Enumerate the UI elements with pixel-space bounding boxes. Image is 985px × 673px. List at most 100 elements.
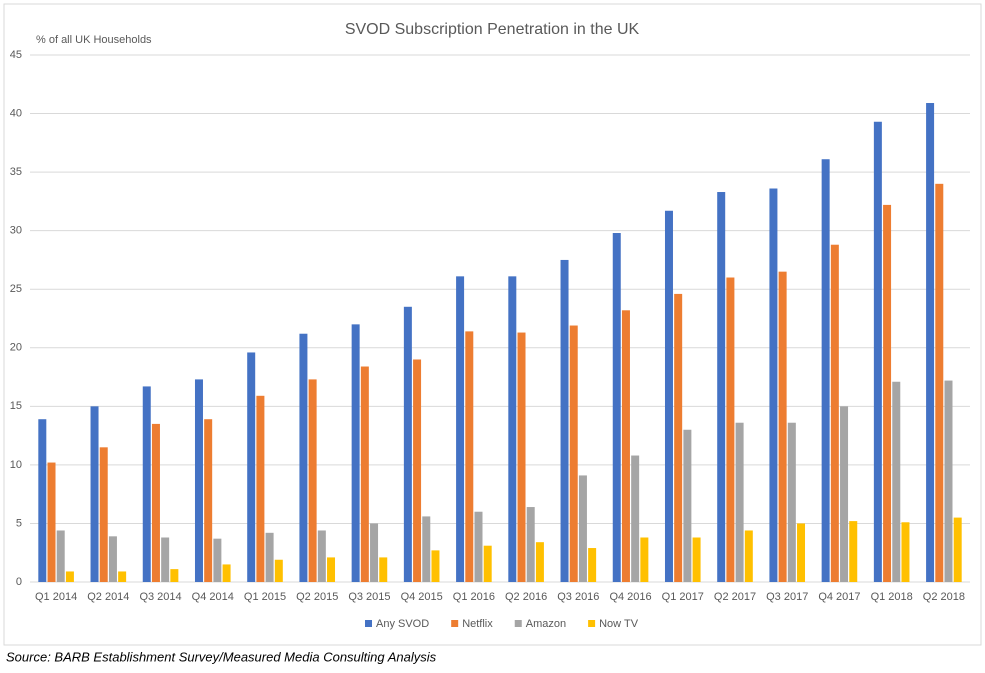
bar	[717, 192, 726, 582]
bar	[327, 557, 336, 582]
bar	[308, 379, 317, 582]
bar	[508, 276, 517, 582]
bar	[778, 271, 787, 582]
x-tick-label: Q4 2017	[818, 591, 860, 603]
bar	[849, 521, 858, 582]
legend-label: Now TV	[599, 618, 639, 630]
bar	[456, 276, 465, 582]
y-tick-label: 30	[10, 225, 22, 237]
x-tick-label: Q2 2014	[87, 591, 129, 603]
bar	[142, 386, 151, 582]
bar	[926, 103, 935, 582]
bar	[483, 545, 492, 582]
bar	[247, 352, 256, 582]
x-tick-label: Q2 2016	[505, 591, 547, 603]
bar	[517, 332, 526, 582]
bar	[274, 559, 283, 582]
bar	[413, 359, 422, 582]
y-tick-label: 40	[10, 107, 22, 119]
bar	[631, 455, 640, 582]
x-tick-label: Q4 2016	[609, 591, 651, 603]
y-tick-label: 45	[10, 49, 22, 61]
y-tick-label: 10	[10, 459, 22, 471]
y-tick-label: 5	[16, 517, 22, 529]
bar	[194, 379, 203, 582]
bar	[474, 511, 483, 582]
x-tick-label: Q3 2016	[557, 591, 599, 603]
x-tick-label: Q3 2014	[139, 591, 181, 603]
y-tick-label: 20	[10, 342, 22, 354]
bar	[360, 366, 369, 582]
x-tick-label: Q1 2018	[871, 591, 913, 603]
legend-swatch	[588, 620, 596, 627]
bar	[726, 277, 735, 582]
x-tick-label: Q2 2015	[296, 591, 338, 603]
bar	[99, 447, 108, 582]
x-tick-label: Q4 2015	[401, 591, 443, 603]
bar	[222, 564, 231, 582]
legend-swatch	[365, 620, 372, 627]
bar	[256, 395, 265, 582]
bar	[692, 537, 701, 582]
bar	[901, 522, 910, 582]
bar	[873, 121, 882, 583]
bar	[403, 306, 412, 582]
x-tick-label: Q3 2017	[766, 591, 808, 603]
bar	[38, 419, 47, 582]
bar	[422, 516, 431, 582]
y-tick-label: 35	[10, 166, 22, 178]
bar	[370, 523, 379, 582]
bar	[118, 571, 127, 582]
bar	[151, 423, 160, 582]
y-tick-label: 25	[10, 283, 22, 295]
bar	[621, 310, 630, 582]
legend-swatch	[451, 620, 459, 627]
bar	[953, 517, 962, 582]
x-tick-label: Q2 2018	[923, 591, 965, 603]
legend-label: Amazon	[526, 618, 566, 630]
bar	[265, 532, 274, 582]
bar	[465, 331, 474, 582]
x-tick-label: Q1 2015	[244, 591, 286, 603]
x-tick-label: Q3 2015	[348, 591, 390, 603]
bar	[935, 183, 944, 583]
bar	[892, 381, 901, 582]
bar	[56, 530, 65, 582]
bar	[431, 550, 440, 582]
chart-title: SVOD Subscription Penetration in the UK	[345, 21, 640, 38]
x-tick-label: Q1 2017	[662, 591, 704, 603]
x-tick-label: Q1 2014	[35, 591, 77, 603]
bar	[47, 462, 56, 582]
x-tick-label: Q2 2017	[714, 591, 756, 603]
bar	[161, 537, 170, 582]
bar	[90, 406, 99, 582]
bar	[683, 429, 692, 582]
bar	[735, 422, 744, 582]
bar	[578, 475, 587, 582]
bar	[317, 530, 326, 582]
legend-swatch	[514, 620, 522, 627]
legend-label: Any SVOD	[376, 618, 429, 630]
bar	[883, 204, 892, 582]
bar	[569, 325, 578, 582]
bar	[944, 380, 953, 582]
bar	[744, 530, 753, 582]
bar	[674, 293, 683, 582]
bar	[213, 538, 222, 582]
bar	[560, 259, 569, 582]
bar	[821, 159, 830, 582]
bar	[769, 188, 778, 583]
legend-label: Netflix	[462, 618, 493, 630]
bar	[535, 542, 544, 582]
y-tick-label: 0	[16, 576, 22, 588]
bar	[664, 210, 673, 582]
bar	[640, 537, 649, 582]
bar	[204, 419, 213, 582]
bar	[797, 523, 806, 582]
bar	[588, 548, 597, 582]
bar	[379, 557, 388, 582]
bar	[299, 333, 308, 582]
bar	[830, 244, 839, 582]
